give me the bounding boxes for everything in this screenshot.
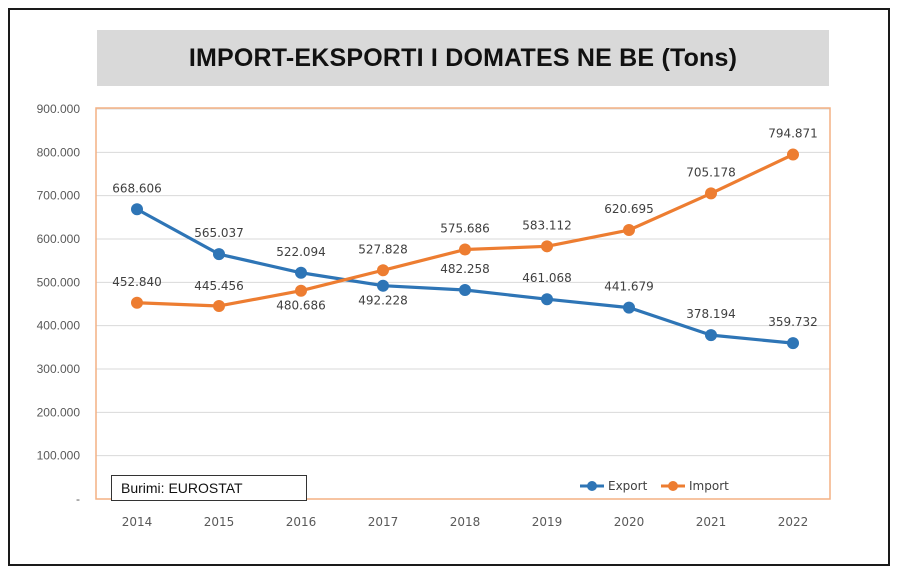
chart-title-box: IMPORT-EKSPORTI I DOMATES NE BE (Tons) (97, 30, 829, 86)
x-tick-label: 2015 (204, 515, 235, 529)
data-label-export: 565.037 (194, 226, 244, 240)
source-label: Burimi: EUROSTAT (121, 480, 243, 496)
data-label-import: 705.178 (686, 165, 736, 179)
legend-marker-export (587, 481, 597, 491)
data-label-import: 445.456 (194, 279, 244, 293)
data-point-export (705, 329, 717, 342)
data-label-import: 452.840 (112, 275, 162, 289)
data-point-import (787, 148, 799, 161)
y-tick-label: 700.000 (37, 189, 81, 203)
plot-area-border (95, 107, 831, 500)
data-label-import: 583.112 (522, 218, 572, 232)
data-point-export (213, 248, 225, 261)
chart-frame (8, 8, 890, 566)
x-tick-label: 2022 (778, 515, 809, 529)
data-label-export: 482.258 (440, 262, 490, 276)
x-tick-label: 2017 (368, 515, 399, 529)
data-label-export: 441.679 (604, 280, 654, 294)
legend-marker-import (668, 481, 678, 491)
data-point-import (295, 284, 307, 297)
y-tick-label: 400.000 (37, 319, 81, 333)
data-point-import (377, 264, 389, 277)
chart-title: IMPORT-EKSPORTI I DOMATES NE BE (Tons) (188, 43, 738, 72)
x-tick-label: 2016 (286, 515, 317, 529)
data-point-import (213, 299, 225, 312)
data-point-export (377, 279, 389, 292)
data-point-import (131, 296, 143, 309)
data-label-export: 522.094 (276, 245, 326, 259)
data-label-import: 480.686 (276, 299, 326, 313)
legend-label-export: Export (608, 479, 648, 493)
data-point-import (623, 224, 635, 237)
y-tick-label: 600.000 (37, 232, 81, 246)
data-point-import (459, 243, 471, 256)
x-tick-label: 2018 (450, 515, 481, 529)
x-tick-label: 2021 (696, 515, 727, 529)
y-tick-label: 100.000 (37, 449, 81, 463)
y-tick-label: - (76, 492, 80, 506)
y-tick-label: 300.000 (37, 362, 81, 376)
data-label-export: 461.068 (522, 271, 572, 285)
data-point-import (541, 240, 553, 253)
data-point-export (295, 266, 307, 279)
x-tick-label: 2019 (532, 515, 563, 529)
data-point-export (131, 203, 143, 216)
y-tick-label: 800.000 (37, 145, 81, 159)
data-label-export: 378.194 (686, 307, 736, 321)
data-point-export (541, 293, 553, 306)
data-label-export: 668.606 (112, 181, 162, 195)
x-tick-label: 2014 (122, 515, 153, 529)
data-label-export: 492.228 (358, 294, 408, 308)
data-label-import: 794.871 (768, 127, 818, 141)
legend-label-import: Import (689, 479, 729, 493)
data-point-export (623, 301, 635, 314)
source-box: Burimi: EUROSTAT (111, 475, 307, 501)
data-point-import (705, 187, 717, 200)
data-point-export (459, 284, 471, 297)
y-tick-label: 200.000 (37, 405, 81, 419)
data-point-export (787, 337, 799, 350)
data-label-import: 527.828 (358, 242, 408, 256)
y-tick-label: 500.000 (37, 275, 81, 289)
data-label-export: 359.732 (768, 315, 818, 329)
x-tick-label: 2020 (614, 515, 645, 529)
data-label-import: 575.686 (440, 222, 490, 236)
y-tick-label: 900.000 (37, 102, 81, 116)
data-label-import: 620.695 (604, 202, 654, 216)
